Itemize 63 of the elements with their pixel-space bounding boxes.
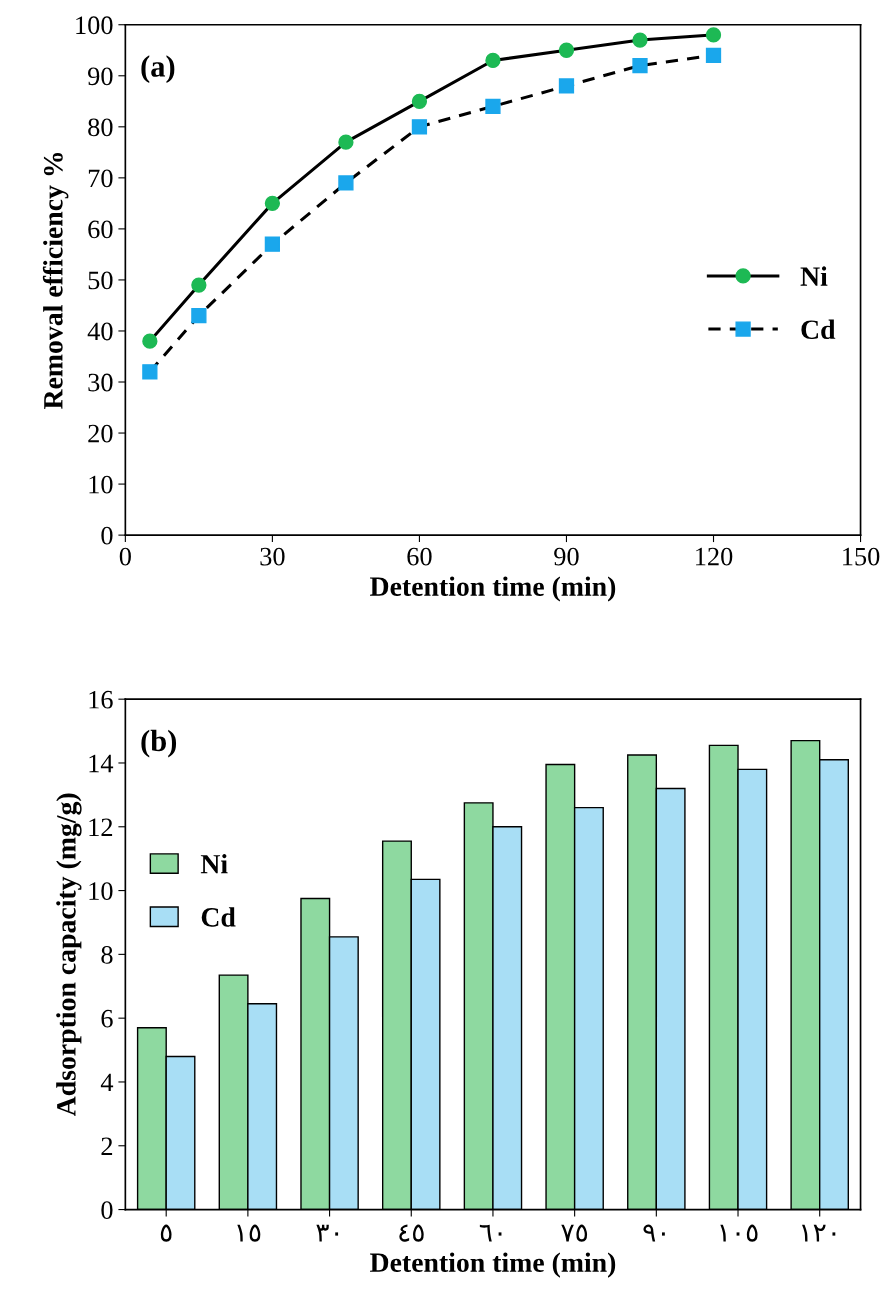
x-tick-label: ١٥ bbox=[237, 1224, 261, 1242]
x-tick-label: ٣٠ bbox=[316, 1224, 339, 1242]
point bbox=[485, 98, 501, 115]
x-tick-label: ١٠٥ bbox=[720, 1224, 758, 1242]
point bbox=[632, 32, 648, 48]
y-tick-label: 20 bbox=[88, 424, 113, 443]
legend-label: Cd bbox=[201, 907, 236, 927]
x-tick-label: ٦٠ bbox=[479, 1224, 502, 1242]
y-tick-label: 12 bbox=[89, 818, 113, 836]
x-tick-label: 0 bbox=[119, 547, 131, 566]
point bbox=[485, 52, 501, 69]
annotation: (a) bbox=[141, 55, 175, 84]
y-tick-label: 0 bbox=[101, 1201, 113, 1219]
x-tick-label: 150 bbox=[843, 547, 880, 566]
point bbox=[264, 236, 281, 252]
y-tick-label: 60 bbox=[88, 220, 113, 239]
legend-label: Cd bbox=[801, 319, 836, 340]
x-tick-label: ١٢٠ bbox=[802, 1224, 836, 1242]
y-tick-label: 0 bbox=[101, 526, 113, 545]
y-tick-label: 6 bbox=[101, 1009, 113, 1028]
y-tick-label: 10 bbox=[89, 475, 113, 494]
point bbox=[705, 47, 722, 64]
x-tick-label: ٤٥ bbox=[399, 1224, 424, 1242]
y-tick-label: 8 bbox=[101, 945, 113, 964]
y-tick-label: 30 bbox=[88, 373, 113, 392]
y-tick-label: 50 bbox=[88, 271, 113, 290]
y-tick-label: 40 bbox=[87, 322, 113, 341]
point bbox=[191, 308, 207, 324]
point bbox=[558, 78, 575, 94]
x-tick-label: 120 bbox=[696, 547, 733, 566]
y-tick-label: 16 bbox=[89, 690, 113, 709]
point bbox=[142, 364, 158, 380]
y-tick-label: 80 bbox=[88, 118, 113, 137]
x-tick-label: ٩٠ bbox=[643, 1224, 665, 1242]
point bbox=[191, 277, 207, 293]
y-tick-label: 100 bbox=[76, 16, 113, 35]
point bbox=[411, 93, 428, 109]
x-axis-title: Detention time (min) bbox=[370, 576, 616, 602]
point bbox=[558, 42, 575, 58]
point bbox=[705, 27, 722, 43]
x-axis-title: Detention time (min) bbox=[370, 1252, 616, 1278]
x-tick-label: 90 bbox=[554, 547, 579, 566]
point bbox=[411, 119, 428, 135]
x-tick-label: 30 bbox=[260, 547, 285, 566]
x-tick-label: ٥ bbox=[160, 1224, 172, 1242]
y-tick-label: 70 bbox=[88, 169, 113, 188]
y-axis-title: Adsorption capacity (mg/g) bbox=[56, 793, 82, 1117]
y-tick-label: 10 bbox=[89, 882, 113, 900]
y-tick-label: 2 bbox=[101, 1137, 113, 1155]
x-tick-label: ٧٥ bbox=[561, 1224, 588, 1242]
y-axis-title: Removal efficiency % bbox=[42, 152, 69, 410]
y-tick-label: 90 bbox=[88, 67, 113, 86]
x-tick-label: 60 bbox=[407, 547, 432, 566]
annotation: (b) bbox=[141, 729, 177, 758]
point bbox=[264, 195, 281, 212]
y-tick-label: 4 bbox=[100, 1073, 114, 1092]
point bbox=[632, 57, 648, 74]
point bbox=[338, 175, 354, 191]
legend-label: Ni bbox=[800, 266, 828, 286]
point bbox=[142, 333, 158, 349]
point bbox=[338, 134, 354, 150]
y-tick-label: 14 bbox=[89, 754, 114, 773]
legend-label: Ni bbox=[200, 854, 228, 874]
